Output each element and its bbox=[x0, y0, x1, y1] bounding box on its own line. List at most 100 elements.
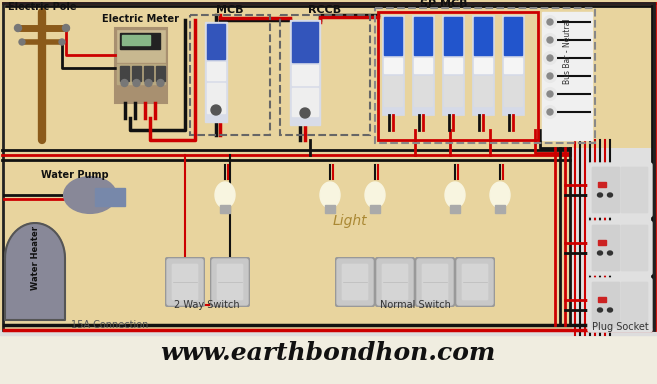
Circle shape bbox=[547, 73, 553, 79]
Bar bbox=[144, 66, 153, 81]
FancyBboxPatch shape bbox=[375, 257, 415, 307]
Circle shape bbox=[300, 108, 310, 118]
FancyBboxPatch shape bbox=[588, 221, 652, 275]
Text: Normal Switch: Normal Switch bbox=[380, 300, 451, 310]
Ellipse shape bbox=[490, 182, 510, 208]
FancyBboxPatch shape bbox=[592, 282, 620, 328]
Bar bbox=[384, 58, 402, 73]
Bar bbox=[572, 148, 655, 334]
Text: 15A Connection: 15A Connection bbox=[72, 320, 148, 330]
Bar bbox=[132, 66, 141, 81]
Bar bbox=[325, 205, 335, 213]
FancyBboxPatch shape bbox=[621, 282, 648, 328]
FancyBboxPatch shape bbox=[455, 257, 495, 307]
Ellipse shape bbox=[64, 177, 116, 213]
Bar bbox=[0, 330, 657, 335]
Text: Water Pump: Water Pump bbox=[41, 170, 109, 180]
Bar bbox=[444, 76, 462, 106]
FancyBboxPatch shape bbox=[335, 257, 375, 307]
Text: Water Heater: Water Heater bbox=[30, 226, 39, 290]
Bar bbox=[495, 205, 505, 213]
Circle shape bbox=[544, 16, 556, 28]
Bar bbox=[207, 62, 225, 80]
Ellipse shape bbox=[365, 182, 385, 208]
Circle shape bbox=[19, 39, 25, 45]
Ellipse shape bbox=[597, 308, 602, 312]
Circle shape bbox=[547, 91, 553, 97]
Ellipse shape bbox=[215, 182, 235, 208]
Bar bbox=[598, 182, 606, 187]
Ellipse shape bbox=[445, 182, 465, 208]
Bar bbox=[95, 188, 125, 206]
FancyBboxPatch shape bbox=[210, 257, 250, 307]
FancyBboxPatch shape bbox=[165, 257, 205, 307]
Bar bbox=[542, 12, 592, 140]
Ellipse shape bbox=[608, 251, 612, 255]
Text: MCB: MCB bbox=[216, 5, 244, 15]
Bar bbox=[115, 28, 167, 103]
Circle shape bbox=[133, 79, 140, 86]
Bar bbox=[0, 335, 657, 384]
Text: Plug Socket: Plug Socket bbox=[591, 322, 648, 332]
Circle shape bbox=[59, 39, 65, 45]
FancyBboxPatch shape bbox=[342, 264, 368, 300]
Text: SP MCB: SP MCB bbox=[420, 0, 468, 9]
Circle shape bbox=[544, 70, 556, 82]
Bar bbox=[444, 17, 462, 55]
Bar bbox=[598, 240, 606, 245]
Bar bbox=[502, 15, 524, 115]
Bar bbox=[120, 66, 129, 81]
Bar bbox=[190, 15, 270, 135]
Text: www.earthbondhon.com: www.earthbondhon.com bbox=[160, 341, 495, 365]
Bar bbox=[384, 76, 402, 106]
FancyBboxPatch shape bbox=[382, 264, 408, 300]
Bar bbox=[378, 12, 538, 140]
Circle shape bbox=[157, 79, 164, 86]
FancyBboxPatch shape bbox=[588, 163, 652, 217]
FancyBboxPatch shape bbox=[621, 225, 648, 271]
Circle shape bbox=[211, 105, 221, 115]
Ellipse shape bbox=[608, 193, 612, 197]
Text: Electric Pole: Electric Pole bbox=[8, 2, 76, 12]
Ellipse shape bbox=[597, 251, 602, 255]
Bar bbox=[292, 88, 318, 116]
Bar bbox=[290, 20, 320, 125]
Ellipse shape bbox=[608, 308, 612, 312]
FancyBboxPatch shape bbox=[422, 264, 448, 300]
Bar bbox=[474, 58, 492, 73]
Bar bbox=[2, 148, 572, 330]
FancyBboxPatch shape bbox=[172, 264, 198, 300]
FancyBboxPatch shape bbox=[217, 264, 243, 300]
Bar bbox=[156, 66, 165, 81]
Circle shape bbox=[547, 109, 553, 115]
Bar bbox=[2, 2, 655, 150]
FancyBboxPatch shape bbox=[415, 257, 455, 307]
Bar bbox=[375, 8, 595, 143]
Circle shape bbox=[14, 25, 22, 31]
Circle shape bbox=[121, 79, 128, 86]
FancyBboxPatch shape bbox=[621, 167, 648, 213]
Bar bbox=[414, 58, 432, 73]
FancyBboxPatch shape bbox=[167, 259, 203, 305]
Bar bbox=[474, 17, 492, 55]
FancyBboxPatch shape bbox=[588, 278, 652, 332]
Bar bbox=[280, 15, 370, 135]
Bar bbox=[207, 24, 225, 59]
Circle shape bbox=[544, 88, 556, 100]
Bar bbox=[3, 3, 654, 330]
Bar bbox=[117, 64, 165, 84]
Text: RCCB: RCCB bbox=[308, 5, 342, 15]
Circle shape bbox=[62, 25, 70, 31]
Bar bbox=[292, 65, 318, 85]
Bar bbox=[450, 205, 460, 213]
FancyBboxPatch shape bbox=[592, 225, 620, 271]
Bar bbox=[504, 17, 522, 55]
Circle shape bbox=[544, 106, 556, 118]
Circle shape bbox=[547, 55, 553, 61]
Bar bbox=[292, 22, 318, 62]
Circle shape bbox=[544, 52, 556, 64]
Circle shape bbox=[547, 37, 553, 43]
Bar bbox=[598, 297, 606, 302]
FancyBboxPatch shape bbox=[377, 259, 413, 305]
FancyBboxPatch shape bbox=[212, 259, 248, 305]
